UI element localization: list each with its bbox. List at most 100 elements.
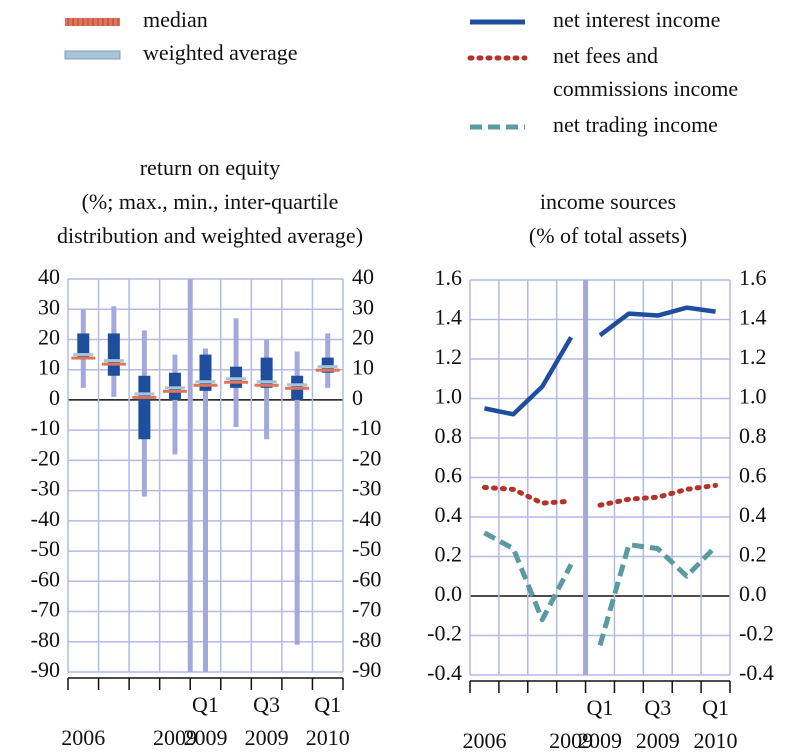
- y2-tick-label: 0.8: [739, 423, 767, 448]
- y2-tick-label: 10: [352, 355, 374, 380]
- y-tick-label: 30: [38, 294, 60, 319]
- y-tick-label: 0.2: [435, 542, 463, 567]
- legend-label: net trading income: [553, 112, 718, 137]
- y-tick-label: 20: [38, 325, 60, 350]
- median: [162, 389, 187, 393]
- y-tick-label: 40: [38, 264, 60, 289]
- y2-tick-label: -30: [352, 476, 381, 501]
- x-tick-label: Q1 2009: [578, 695, 622, 752]
- y2-tick-label: 1.2: [739, 344, 767, 369]
- y-tick-label: -10: [31, 415, 60, 440]
- y-tick-label: -0.4: [427, 660, 462, 685]
- median: [224, 380, 249, 384]
- box: [260, 357, 273, 388]
- y2-tick-label: 0.2: [739, 542, 767, 567]
- y2-tick-label: -40: [352, 506, 381, 531]
- y2-tick-label: -60: [352, 566, 381, 591]
- weighted-average: [134, 392, 155, 396]
- median: [101, 362, 126, 366]
- y2-tick-label: 30: [352, 294, 374, 319]
- box: [77, 333, 90, 358]
- series-line: [597, 482, 719, 508]
- y-tick-label: -0.2: [427, 621, 462, 646]
- y-tick-label: -80: [31, 627, 60, 652]
- y-tick-label: -20: [31, 445, 60, 470]
- median: [285, 386, 310, 390]
- y-tick-label: 0: [49, 385, 60, 410]
- y2-tick-label: -80: [352, 627, 381, 652]
- y-tick-label: -70: [31, 597, 60, 622]
- y2-tick-label: -10: [352, 415, 381, 440]
- y2-tick-label: -20: [352, 445, 381, 470]
- x-tick-label: 2009: [153, 725, 197, 750]
- x-tick-label: 2006: [61, 725, 105, 750]
- chart-subtitle: (%; max., min., inter-quartile: [82, 189, 339, 214]
- median: [71, 356, 96, 360]
- y2-tick-label: -90: [352, 657, 381, 682]
- y2-tick-label: 0: [352, 385, 363, 410]
- box: [107, 333, 120, 376]
- median: [132, 395, 157, 399]
- y-tick-label: 10: [38, 355, 60, 380]
- y-tick-label: -90: [31, 657, 60, 682]
- y2-tick-label: -0.4: [739, 660, 774, 685]
- y2-tick-label: 40: [352, 264, 374, 289]
- weighted-average: [195, 380, 216, 384]
- y-tick-label: 1.2: [435, 344, 463, 369]
- weighted-average: [103, 359, 124, 363]
- median: [254, 383, 279, 387]
- weighted-average: [317, 365, 338, 369]
- y2-tick-label: 0.6: [739, 463, 767, 488]
- chart-subtitle: (% of total assets): [529, 223, 687, 248]
- y2-tick-label: 1.0: [739, 384, 767, 409]
- y-tick-label: -40: [31, 506, 60, 531]
- median: [315, 368, 340, 372]
- y-tick-label: -60: [31, 566, 60, 591]
- y2-tick-label: 1.4: [739, 305, 767, 330]
- weighted-average: [256, 380, 277, 384]
- x-tick-label: Q1 2010: [694, 695, 738, 752]
- x-tick-label: Q3 2009: [636, 695, 680, 752]
- y-tick-label: 1.0: [435, 384, 463, 409]
- y2-tick-label: 20: [352, 325, 374, 350]
- x-tick-label: 2006: [462, 728, 506, 752]
- y2-tick-label: -0.2: [739, 621, 774, 646]
- legend-marker: [64, 50, 121, 60]
- x-tick-label: Q1 2009: [184, 692, 228, 750]
- series-line: [481, 484, 574, 506]
- y2-tick-label: 0.4: [739, 502, 767, 527]
- y2-tick-label: 0.0: [739, 581, 767, 606]
- chart-title: income sources: [540, 189, 676, 214]
- y2-tick-label: 1.6: [739, 265, 767, 290]
- legend-label: net interest income: [553, 7, 720, 32]
- y2-tick-label: -70: [352, 597, 381, 622]
- series-line: [598, 305, 716, 338]
- y-tick-label: 0.6: [435, 463, 463, 488]
- box: [138, 375, 151, 440]
- weighted-average: [226, 377, 247, 381]
- y-tick-label: 1.6: [435, 265, 463, 290]
- chart-subtitle: distribution and weighted average): [57, 223, 363, 248]
- legend-label: median: [143, 7, 208, 32]
- series-line: [483, 336, 574, 417]
- legend-label: weighted average: [143, 40, 298, 65]
- box: [168, 372, 181, 400]
- y-tick-label: 1.4: [435, 305, 463, 330]
- y2-tick-label: -50: [352, 536, 381, 561]
- series-line: [597, 542, 718, 647]
- x-tick-label: Q3 2009: [245, 692, 289, 750]
- x-tick-label: 2009: [549, 728, 593, 752]
- y-tick-label: 0.4: [435, 502, 463, 527]
- weighted-average: [287, 383, 308, 387]
- legend-label: net fees and commissions income: [553, 43, 738, 101]
- y-tick-label: -30: [31, 476, 60, 501]
- weighted-average: [73, 353, 94, 357]
- y-tick-label: -50: [31, 536, 60, 561]
- median: [193, 383, 218, 387]
- weighted-average: [164, 386, 185, 390]
- box: [230, 366, 243, 388]
- x-tick-label: Q1 2010: [306, 692, 350, 750]
- chart-title: return on equity: [140, 155, 281, 180]
- y-tick-label: 0.8: [435, 423, 463, 448]
